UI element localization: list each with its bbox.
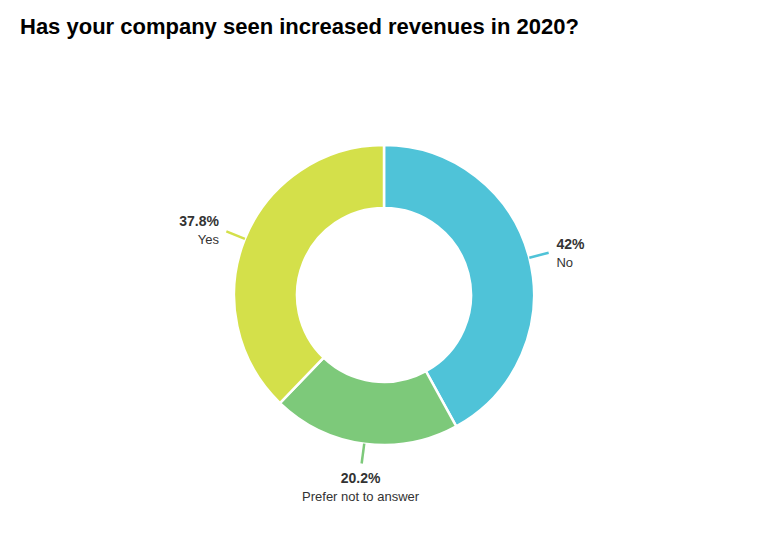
svg-text:20.2%: 20.2% xyxy=(341,470,381,486)
svg-text:Prefer not to answer: Prefer not to answer xyxy=(302,489,420,504)
html-text:Has your company seen increase: Has your company seen increased revenues… xyxy=(20,14,579,39)
svg-text:No: No xyxy=(556,255,573,270)
svg-text:Yes: Yes xyxy=(198,232,220,247)
svg-text:42%: 42% xyxy=(556,236,585,252)
svg-text:37.8%: 37.8% xyxy=(179,213,219,229)
